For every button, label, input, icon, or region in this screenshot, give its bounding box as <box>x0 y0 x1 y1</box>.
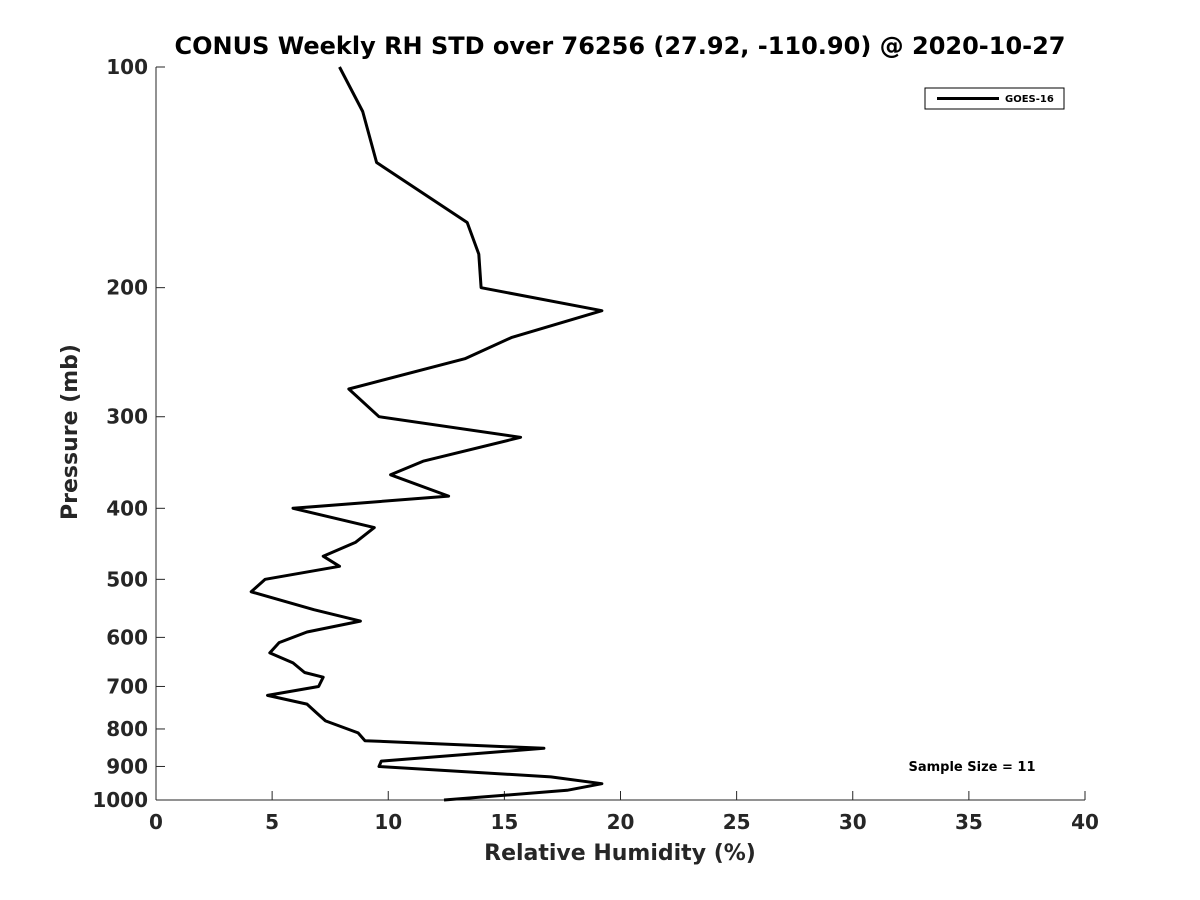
x-tick-label: 25 <box>723 810 751 834</box>
x-tick-label: 30 <box>839 810 867 834</box>
y-tick-label: 700 <box>106 674 148 698</box>
series-line-goes-16 <box>249 66 604 802</box>
y-tick-label: 600 <box>106 625 148 649</box>
y-tick-label: 400 <box>106 496 148 520</box>
legend: GOES-16 <box>924 87 1065 110</box>
x-tick-label: 5 <box>265 810 279 834</box>
x-tick-label: 10 <box>374 810 402 834</box>
x-tick-label: 20 <box>607 810 635 834</box>
chart-title: CONUS Weekly RH STD over 76256 (27.92, -… <box>174 32 1065 60</box>
y-tick-label: 200 <box>106 276 148 300</box>
y-tick-label: 800 <box>106 717 148 741</box>
x-tick-label: 35 <box>955 810 983 834</box>
x-tick-label: 0 <box>149 810 163 834</box>
x-tick-label: 40 <box>1071 810 1099 834</box>
x-axis-label: Relative Humidity (%) <box>484 841 756 866</box>
axes: 0 5 10 15 20 25 30 35 40 100 200 300 400 500 600 700 800… <box>92 55 1099 834</box>
legend-label-goes-16: GOES-16 <box>1005 94 1054 105</box>
y-axis-label: Pressure (mb) <box>58 344 83 520</box>
y-tick-label: 500 <box>106 567 148 591</box>
y-tick-label: 1000 <box>92 788 148 812</box>
y-tick-label: 300 <box>106 405 148 429</box>
sample-size-annotation: Sample Size = 11 <box>908 760 1035 775</box>
x-tick-label: 15 <box>490 810 518 834</box>
y-tick-label: 900 <box>106 754 148 778</box>
series-layer <box>249 66 604 802</box>
y-tick-label: 100 <box>106 55 148 79</box>
